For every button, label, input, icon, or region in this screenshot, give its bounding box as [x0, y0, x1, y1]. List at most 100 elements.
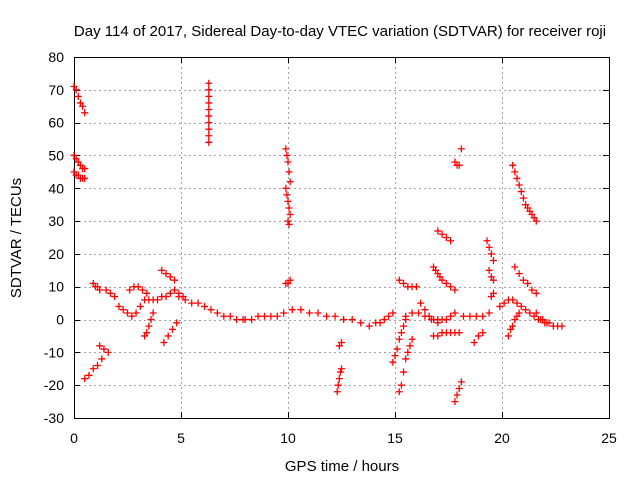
series-arc-42 — [532, 309, 566, 330]
data-point — [85, 371, 93, 379]
data-point — [194, 299, 202, 307]
data-point — [188, 299, 196, 307]
data-point — [515, 309, 523, 317]
series-arc-08 — [126, 283, 151, 297]
data-point — [470, 339, 478, 347]
series-arc-15 — [241, 309, 288, 324]
series-arc-31 — [451, 145, 465, 169]
data-point — [153, 296, 161, 304]
data-point — [336, 368, 344, 376]
data-point — [96, 286, 104, 294]
series-arc-12 — [158, 266, 179, 284]
data-point — [545, 319, 553, 327]
y-tick-label: -10 — [44, 344, 64, 360]
data-point — [201, 302, 209, 310]
data-point — [496, 302, 504, 310]
data-point — [524, 279, 532, 287]
data-point — [532, 289, 540, 297]
series-arc-28 — [430, 329, 463, 340]
data-point — [205, 132, 213, 140]
data-point — [248, 316, 256, 324]
data-point — [389, 358, 397, 366]
data-point — [260, 312, 268, 320]
series-arc-25 — [395, 276, 420, 291]
data-point — [111, 293, 119, 301]
data-point — [412, 283, 420, 291]
series-arc-17 — [282, 184, 294, 228]
data-point — [162, 293, 170, 301]
data-point — [402, 355, 410, 363]
data-point — [173, 319, 181, 327]
data-point — [134, 283, 142, 291]
data-point — [522, 306, 530, 314]
data-point — [205, 79, 213, 87]
data-point — [509, 161, 517, 169]
data-point — [519, 194, 527, 202]
series-arc-18 — [282, 276, 294, 287]
data-point — [474, 332, 482, 340]
y-tick-label: -20 — [44, 377, 64, 393]
x-tick-label: 10 — [280, 430, 296, 446]
data-point — [485, 309, 493, 317]
data-point — [489, 289, 497, 297]
data-point — [285, 168, 293, 176]
data-point — [333, 388, 341, 396]
data-point — [283, 151, 291, 159]
data-point — [421, 306, 429, 314]
data-point — [288, 306, 296, 314]
data-point — [335, 375, 343, 383]
series-arc-29 — [430, 263, 459, 294]
data-point — [226, 312, 234, 320]
series-arc-27 — [417, 299, 459, 324]
data-point — [479, 312, 487, 320]
data-point — [511, 263, 519, 271]
data-point — [447, 237, 455, 245]
data-point — [447, 283, 455, 291]
data-point — [485, 266, 493, 274]
series-arc-14 — [205, 79, 213, 146]
data-point — [455, 161, 463, 169]
series-arc-05 — [89, 279, 104, 294]
x-tick-label: 0 — [70, 430, 78, 446]
series-arc-04 — [81, 355, 106, 383]
series-arc-40 — [509, 161, 540, 225]
data-point — [205, 106, 213, 114]
data-point — [297, 306, 305, 314]
data-point — [517, 302, 525, 310]
data-point — [205, 125, 213, 133]
data-point — [314, 309, 322, 317]
series-arc-22 — [372, 309, 397, 327]
x-tick-label: 15 — [387, 430, 403, 446]
x-tick-label: 25 — [601, 430, 617, 446]
data-point — [205, 112, 213, 120]
series-arc-10 — [145, 286, 187, 304]
data-point — [483, 237, 491, 245]
series-arc-11 — [160, 319, 181, 347]
data-point — [519, 276, 527, 284]
data-point — [425, 312, 433, 320]
data-point — [511, 168, 519, 176]
data-point — [205, 86, 213, 94]
data-point — [395, 335, 403, 343]
data-point — [213, 309, 221, 317]
x-axis-label: GPS time / hours — [285, 458, 399, 475]
data-point — [393, 345, 401, 353]
series-arc-35 — [483, 237, 497, 264]
data-point — [286, 276, 294, 284]
data-point — [365, 322, 373, 330]
data-point — [434, 227, 442, 235]
data-point — [517, 188, 525, 196]
data-point — [286, 211, 294, 219]
data-point — [385, 312, 393, 320]
data-point — [391, 352, 399, 360]
data-point — [136, 302, 144, 310]
data-point — [102, 286, 110, 294]
y-tick-label: -30 — [44, 410, 64, 426]
data-point — [489, 276, 497, 284]
data-point — [284, 158, 292, 166]
data-point — [513, 299, 521, 307]
y-tick-label: 40 — [48, 180, 64, 196]
y-tick-label: 80 — [48, 49, 64, 65]
data-point — [408, 309, 416, 317]
data-point — [485, 243, 493, 251]
